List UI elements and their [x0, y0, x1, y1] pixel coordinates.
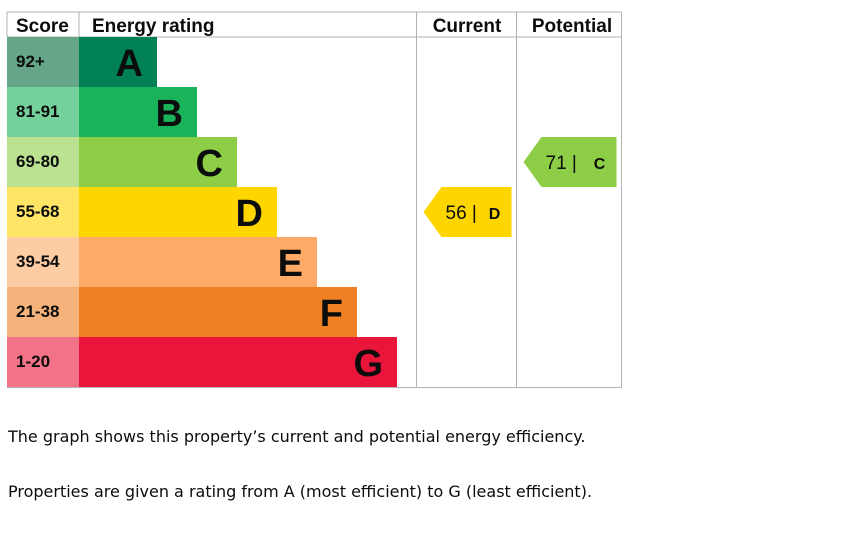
band-d-score-label: 55-68	[16, 202, 59, 221]
band-c-score-cell	[7, 137, 79, 187]
band-a: 92+ A	[7, 37, 157, 87]
band-d: 55-68 D	[7, 187, 277, 237]
current-rating-arrow-score: 56 |	[446, 203, 477, 224]
rating-bands: 92+ A 81-91 B 69-80 C 55-68 D 39-54 E 21-38 F 1-20 G	[7, 37, 397, 387]
band-b-bar	[79, 87, 197, 137]
band-e-score-cell	[7, 237, 79, 287]
potential-column-header: Potential	[532, 16, 612, 37]
band-g: 1-20 G	[7, 337, 397, 387]
band-e-letter: E	[278, 243, 303, 285]
band-a-score-cell	[7, 37, 79, 87]
current-column-header: Current	[433, 16, 502, 37]
potential-rating-arrow-score: 71 |	[546, 153, 577, 174]
band-d-score-cell	[7, 187, 79, 237]
energy-rating-chart: Score Energy rating Current Potential 92…	[6, 11, 622, 388]
band-f-bar	[79, 287, 357, 337]
band-b: 81-91 B	[7, 87, 197, 137]
band-c-letter: C	[196, 143, 223, 185]
band-a-letter: A	[116, 43, 143, 85]
band-e: 39-54 E	[7, 237, 317, 287]
current-rating-arrow-shape	[423, 187, 512, 237]
band-f-score-label: 21-38	[16, 302, 59, 321]
band-c-bar	[79, 137, 237, 187]
band-f-letter: F	[320, 293, 343, 335]
chart-description: The graph shows this property’s current …	[8, 427, 586, 446]
band-e-score-label: 39-54	[16, 252, 60, 271]
band-c-score-label: 69-80	[16, 152, 59, 171]
band-a-score-label: 92+	[16, 52, 45, 71]
rating-scale-description: Properties are given a rating from A (mo…	[8, 482, 593, 501]
potential-rating-arrow-shape	[523, 137, 617, 187]
current-rating-arrow-letter: D	[489, 206, 501, 223]
current-rating-arrow: 56 | D	[423, 187, 512, 237]
score-column-header: Score	[16, 16, 69, 37]
band-e-bar	[79, 237, 317, 287]
band-d-letter: D	[236, 193, 263, 235]
band-d-bar	[79, 187, 277, 237]
band-g-bar	[79, 337, 397, 387]
band-g-score-label: 1-20	[16, 352, 50, 371]
band-g-letter: G	[353, 343, 383, 385]
band-a-bar	[79, 37, 157, 87]
rating-markers: 56 | D71 | C	[423, 137, 617, 237]
band-b-score-cell	[7, 87, 79, 137]
band-b-score-label: 81-91	[16, 102, 59, 121]
potential-rating-arrow: 71 | C	[523, 137, 617, 187]
energy-rating-column-header: Energy rating	[92, 16, 214, 37]
potential-rating-arrow-letter: C	[594, 156, 606, 173]
band-f: 21-38 F	[7, 287, 357, 337]
band-c: 69-80 C	[7, 137, 237, 187]
band-g-score-cell	[7, 337, 79, 387]
band-b-letter: B	[156, 93, 183, 135]
band-f-score-cell	[7, 287, 79, 337]
